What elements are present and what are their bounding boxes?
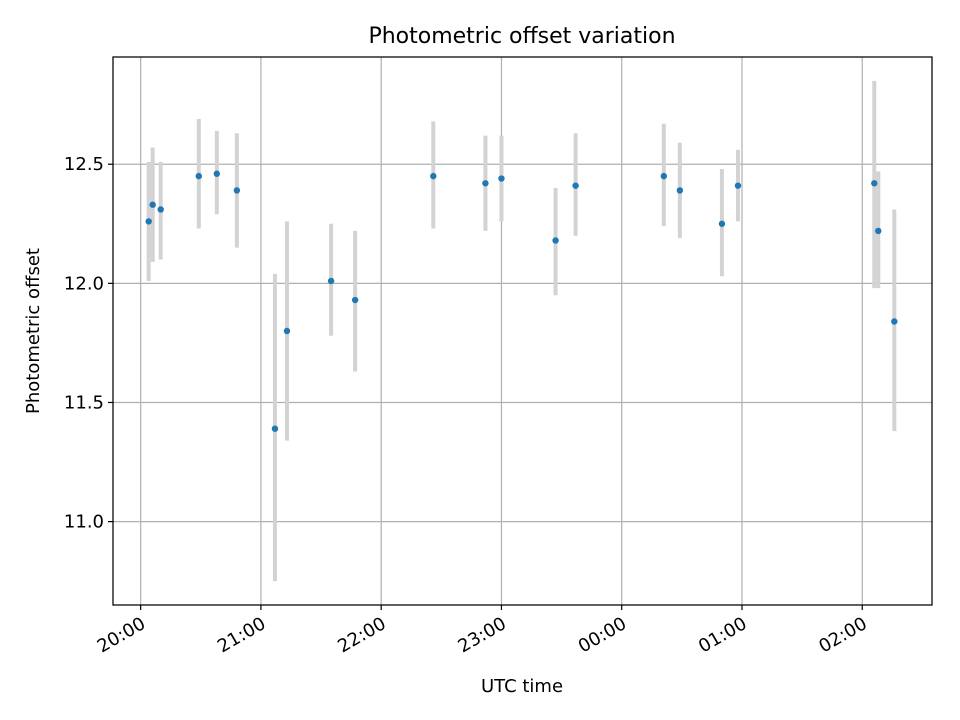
data-point [875, 227, 882, 235]
data-point [195, 172, 202, 180]
chart-title: Photometric offset variation [368, 24, 675, 49]
data-point [283, 327, 291, 335]
data-point [482, 180, 489, 187]
data-point [271, 425, 279, 432]
data-point [891, 318, 898, 325]
grid-lines [113, 57, 932, 605]
data-point [676, 187, 684, 194]
data-points [145, 170, 898, 432]
data-point [552, 237, 559, 244]
data-point [233, 187, 241, 194]
data-point [213, 170, 221, 177]
data-point [734, 182, 742, 189]
data-point [351, 296, 359, 304]
data-point [718, 220, 726, 227]
data-point [660, 172, 668, 180]
data-point [149, 201, 156, 208]
y-axis-title: Photometric offset [23, 248, 44, 414]
data-point [498, 175, 505, 182]
data-point [157, 206, 164, 213]
data-point [327, 277, 335, 285]
plot-frame [112, 56, 933, 606]
data-point [430, 172, 437, 180]
y-tick-label: 11.0 [64, 512, 104, 533]
x-axis-title: UTC time [481, 676, 563, 697]
y-tick-label: 12.5 [64, 154, 104, 175]
data-point [145, 218, 152, 225]
y-axis-ticks: 11.0 11.5 12.0 12.5 [64, 154, 113, 533]
data-point [871, 180, 878, 187]
data-point [572, 182, 579, 189]
y-tick-label: 12.0 [64, 273, 104, 294]
y-tick-label: 11.5 [64, 392, 104, 413]
